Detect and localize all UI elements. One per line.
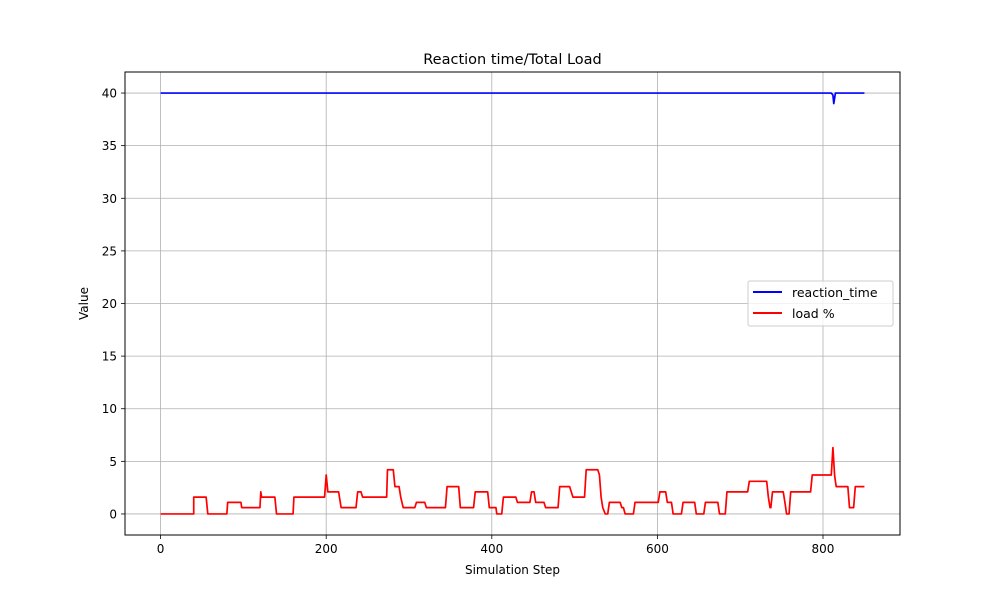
x-tick-label: 600	[646, 542, 669, 556]
x-tick-label: 0	[157, 542, 165, 556]
x-tick-label: 200	[315, 542, 338, 556]
legend-label-reaction-time: reaction_time	[792, 285, 878, 300]
x-tick-label: 400	[480, 542, 503, 556]
chart-title: Reaction time/Total Load	[423, 52, 602, 68]
y-tick-label: 5	[109, 455, 117, 469]
y-tick-label: 25	[102, 244, 117, 258]
y-tick-label: 0	[109, 507, 117, 521]
y-tick-label: 30	[102, 192, 117, 206]
y-tick-label: 15	[102, 350, 117, 364]
series-line-reaction-time	[160, 92, 865, 105]
legend-label-load: load %	[792, 306, 835, 321]
x-tick-label: 800	[812, 542, 835, 556]
y-tick-label: 10	[102, 402, 117, 416]
y-tick-label: 40	[102, 87, 117, 101]
y-axis-label: Value	[77, 287, 91, 320]
legend: reaction_time load %	[747, 280, 894, 327]
series-line-load	[160, 446, 865, 515]
y-tick-label: 20	[102, 297, 117, 311]
x-axis-label: Simulation Step	[465, 563, 560, 577]
y-tick-label: 35	[102, 139, 117, 153]
series-layer	[160, 92, 865, 515]
legend-box	[747, 280, 894, 327]
tick-layer: 0 200 400 600 800 0 5 10 15 20 25 30 35 40	[102, 87, 835, 556]
